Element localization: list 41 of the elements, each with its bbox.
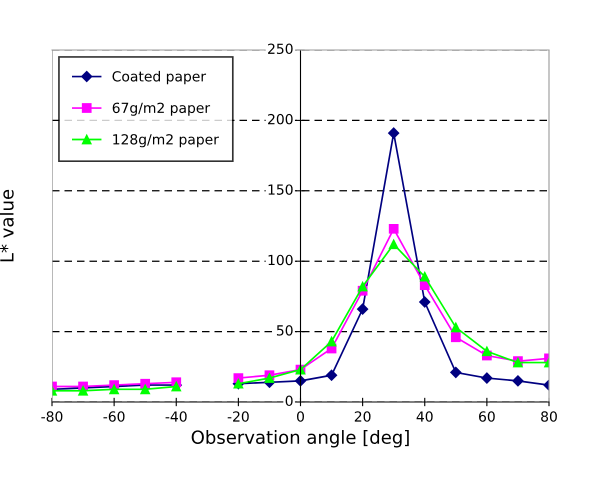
- point: [388, 239, 399, 250]
- point: [357, 303, 368, 315]
- point: [420, 272, 430, 282]
- y-tick-label: 250: [268, 44, 293, 54]
- point: [140, 384, 150, 394]
- point: [294, 375, 306, 386]
- legend-label: Coated paper: [112, 70, 206, 84]
- point: [388, 127, 400, 139]
- y-tick-label: 50: [276, 325, 293, 336]
- x-tick-label: 60: [479, 411, 495, 422]
- x-tick-label: -80: [41, 411, 62, 422]
- point: [388, 224, 399, 234]
- x-tick-label: -20: [228, 411, 249, 422]
- x-axis-title: Observation angle [deg]: [192, 430, 409, 448]
- point: [78, 386, 88, 396]
- y-tick-label: 150: [268, 184, 293, 195]
- y-tick-label: 200: [268, 114, 293, 124]
- x-tick-label: 0: [296, 411, 304, 422]
- x-tick-label: 80: [541, 411, 557, 422]
- legend-label: 128g/m2 paper: [113, 134, 219, 148]
- point: [109, 384, 119, 394]
- point: [358, 282, 368, 292]
- point: [450, 322, 461, 332]
- x-tick-label: 20: [354, 411, 371, 422]
- x-tick-label: -60: [103, 411, 125, 422]
- point: [450, 366, 462, 378]
- point: [171, 382, 182, 392]
- legend-label: 67g/m2 paper: [112, 102, 210, 116]
- y-tick-label: 0: [286, 396, 293, 406]
- point: [450, 332, 461, 342]
- point: [482, 346, 492, 356]
- x-tick-label: -40: [166, 411, 187, 422]
- point: [512, 375, 524, 386]
- point: [419, 296, 430, 308]
- y-tick-label: 100: [268, 254, 293, 266]
- x-tick-label: 40: [416, 411, 433, 422]
- y-axis-title: L* value: [0, 190, 14, 262]
- point: [326, 336, 336, 346]
- point: [481, 372, 492, 384]
- point: [326, 370, 338, 381]
- point: [264, 373, 274, 383]
